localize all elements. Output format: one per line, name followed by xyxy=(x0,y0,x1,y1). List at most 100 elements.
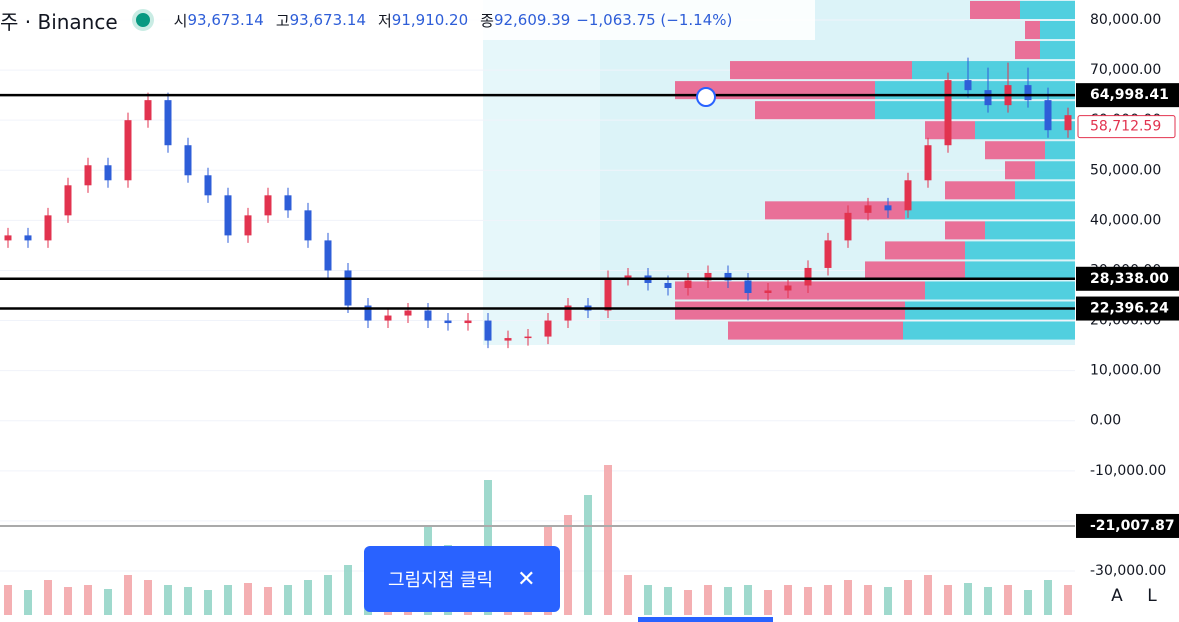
ohlc-value: 92,609.39 xyxy=(493,11,571,29)
profile-up xyxy=(1040,41,1075,60)
volume-bar xyxy=(744,585,752,615)
profile-up xyxy=(905,201,1075,220)
volume-bar xyxy=(604,465,612,615)
volume-bar xyxy=(644,585,652,615)
profile-up xyxy=(985,221,1075,240)
volume-bar xyxy=(224,585,232,615)
candle-body xyxy=(1064,115,1072,131)
profile-down xyxy=(985,141,1045,160)
volume-bar xyxy=(984,587,992,615)
volume-bar xyxy=(164,585,172,615)
log-scale-button[interactable]: L xyxy=(1138,582,1166,610)
volume-bar xyxy=(924,575,932,615)
candle-body xyxy=(984,90,992,106)
profile-down xyxy=(765,201,905,220)
candle-body xyxy=(24,235,32,241)
volume-bar xyxy=(4,585,12,615)
ohlc-value: 93,673.14 xyxy=(187,11,264,29)
volume-bar xyxy=(324,575,332,615)
profile-up xyxy=(1020,0,1075,19)
candle-body xyxy=(784,285,792,291)
symbol-title: 주 · Binance xyxy=(0,9,118,34)
ohlc-label: 고 xyxy=(275,11,290,30)
candle-body xyxy=(104,165,112,181)
profile-up xyxy=(903,321,1075,340)
profile-up xyxy=(1045,141,1075,160)
candle-body xyxy=(324,240,332,271)
candle-body xyxy=(724,272,732,281)
candle-body xyxy=(864,205,872,213)
candle-body xyxy=(884,205,892,211)
close-icon[interactable]: ✕ xyxy=(517,566,536,592)
profile-up xyxy=(875,81,1075,100)
candle-body xyxy=(664,282,672,288)
volume-bar xyxy=(664,587,672,615)
profile-down xyxy=(675,281,925,300)
candle-body xyxy=(904,180,912,211)
candle-body xyxy=(4,235,12,241)
candle-body xyxy=(844,212,852,241)
candle-body xyxy=(924,145,932,181)
price-label-bg xyxy=(1076,266,1179,291)
profile-down xyxy=(755,101,875,120)
volume-bar xyxy=(1044,580,1052,615)
profile-up xyxy=(975,121,1075,140)
profile-down xyxy=(675,301,905,320)
profile-up xyxy=(925,281,1075,300)
candle-body xyxy=(84,165,92,186)
ohlc-value: 91,910.20 xyxy=(391,11,469,29)
anchor-handle[interactable] xyxy=(696,87,716,107)
volume-bar xyxy=(24,590,32,615)
volume-bar xyxy=(944,585,952,615)
volume-bar xyxy=(764,590,772,615)
volume-bar xyxy=(1004,585,1012,615)
volume-bar xyxy=(704,585,712,615)
candle-body xyxy=(384,315,392,321)
candle-body xyxy=(764,290,772,293)
toast-button[interactable]: 그림지점 클릭 ✕ xyxy=(364,546,560,612)
ohlc-value: 93,673.14 xyxy=(289,11,366,29)
candle-body xyxy=(444,320,452,324)
candle-body xyxy=(624,275,632,278)
profile-down xyxy=(945,221,985,240)
candle-body xyxy=(64,185,72,216)
candle-body xyxy=(964,80,972,91)
y-tick-label: 50,000.00 xyxy=(1090,162,1161,178)
profile-down xyxy=(865,261,965,280)
candle-body xyxy=(564,305,572,321)
volume-bar xyxy=(1024,590,1032,615)
profile-down xyxy=(730,61,912,80)
candle-body xyxy=(44,215,52,241)
candle-body xyxy=(364,305,372,321)
y-tick-label: 70,000.00 xyxy=(1090,62,1161,78)
candle-body xyxy=(824,240,832,268)
candle-body xyxy=(804,267,812,286)
volume-bar xyxy=(824,585,832,615)
volume-bar xyxy=(964,583,972,615)
candle-body xyxy=(244,215,252,236)
candle-body xyxy=(684,280,692,288)
auto-scale-button[interactable]: A xyxy=(1103,582,1131,610)
volume-bar xyxy=(184,587,192,615)
profile-up xyxy=(1035,161,1075,180)
profile-down xyxy=(1005,161,1035,180)
profile-up xyxy=(965,261,1075,280)
y-tick-label: 40,000.00 xyxy=(1090,212,1161,228)
candle-body xyxy=(424,310,432,321)
price-label: 28,338.00 xyxy=(1090,271,1169,287)
candle-body xyxy=(524,336,532,339)
symbol-header: 주 · Binance 시 93,673.14 고 93,673.14 저 91,910.2… xyxy=(0,0,815,40)
volume-bar xyxy=(244,583,252,615)
y-tick-label: 0.00 xyxy=(1090,413,1121,429)
profile-up xyxy=(965,241,1075,260)
volume-bar xyxy=(864,585,872,615)
scrollbar[interactable] xyxy=(638,617,773,622)
candle-body xyxy=(184,145,192,176)
volume-bar xyxy=(304,580,312,615)
status-dot xyxy=(131,9,154,31)
profile-up xyxy=(905,301,1075,320)
ohlc-label: 종 xyxy=(480,11,494,30)
volume-bar xyxy=(104,589,112,615)
